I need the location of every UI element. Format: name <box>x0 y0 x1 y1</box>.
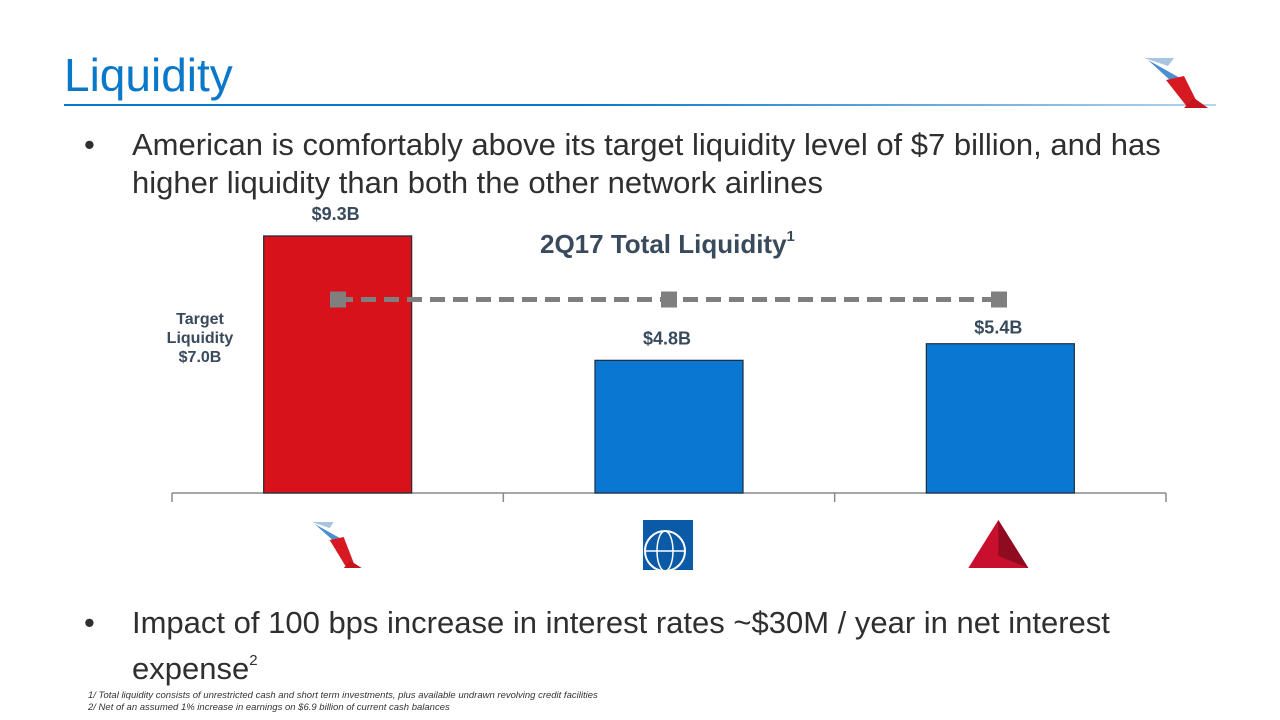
page-title: Liquidity <box>64 49 233 101</box>
bullet-text-main: Impact of 100 bps increase in interest r… <box>132 605 1110 686</box>
bar <box>925 343 1075 494</box>
target-label-value: $7.0B <box>178 349 222 366</box>
american-airlines-logo-icon <box>311 522 362 568</box>
chart-title-footnote-marker: 1 <box>786 228 795 245</box>
target-label-line: Target <box>176 311 224 328</box>
united-airlines-globe-logo-icon <box>643 520 693 570</box>
target-liquidity-label: Target Liquidity $7.0B <box>150 310 250 367</box>
target-marker <box>661 291 677 308</box>
chart-title-text: 2Q17 Total Liquidity <box>540 229 787 259</box>
bullet-marker: • <box>84 605 95 640</box>
bar-value-label: $9.3B <box>312 204 360 224</box>
footnote-1: 1/ Total liquidity consists of unrestric… <box>88 690 598 701</box>
bar-value-label: $5.4B <box>974 318 1022 338</box>
bullet-marker: • <box>84 127 95 162</box>
target-label-line: Liquidity <box>166 330 234 347</box>
footnotes: 1/ Total liquidity consists of unrestric… <box>88 690 598 714</box>
footnote-marker: 2 <box>249 652 258 669</box>
bullet-text: Impact of 100 bps increase in interest r… <box>132 604 1212 688</box>
bar-value-label: $4.8B <box>643 328 691 348</box>
target-marker <box>991 291 1007 308</box>
target-marker <box>330 291 346 308</box>
bullet-text: American is comfortably above its target… <box>132 127 1161 200</box>
chart-title: 2Q17 Total Liquidity1 <box>540 228 795 260</box>
bar <box>263 235 413 494</box>
title-underline <box>64 104 1216 106</box>
american-airlines-logo-icon <box>1144 58 1208 108</box>
footnote-2: 2/ Net of an assumed 1% increase in earn… <box>88 702 450 713</box>
delta-logo-shade <box>998 520 1029 568</box>
bar <box>594 359 744 494</box>
